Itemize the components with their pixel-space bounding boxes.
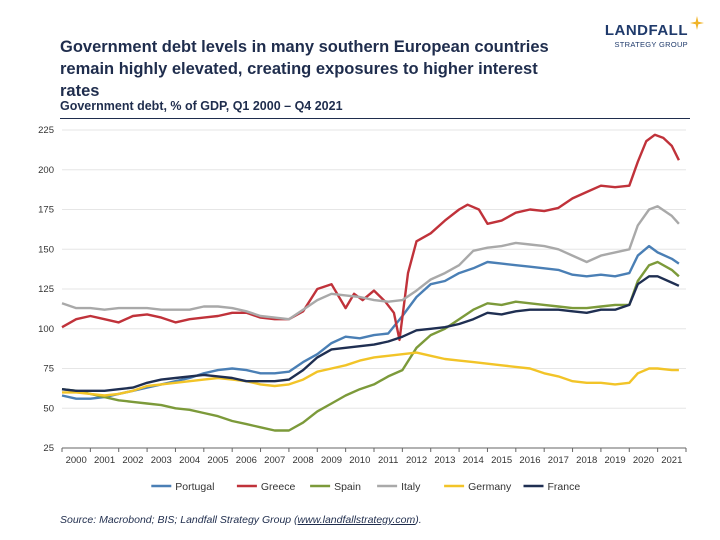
x-tick-label: 2012 bbox=[406, 455, 427, 466]
series-line-france bbox=[61, 275, 680, 392]
x-tick-label: 2020 bbox=[633, 455, 654, 466]
y-tick-label: 100 bbox=[38, 324, 54, 335]
x-tick-label: 2017 bbox=[548, 455, 569, 466]
series-line-portugal bbox=[61, 244, 680, 400]
legend-label-greece: Greece bbox=[261, 481, 296, 493]
y-tick-label: 50 bbox=[43, 403, 54, 414]
legend-label-italy: Italy bbox=[401, 481, 421, 493]
x-tick-label: 2008 bbox=[293, 455, 314, 466]
series-line-germany bbox=[62, 351, 679, 397]
x-tick-label: 2009 bbox=[321, 455, 342, 466]
x-tick-label: 2021 bbox=[661, 455, 682, 466]
y-tick-label: 225 bbox=[38, 125, 54, 136]
divider bbox=[60, 118, 690, 119]
x-tick-label: 2003 bbox=[151, 455, 172, 466]
series-line-greece bbox=[61, 133, 680, 342]
chart-subtitle: Government debt, % of GDP, Q1 2000 – Q4 … bbox=[60, 99, 343, 113]
chart-headline: Government debt levels in many southern … bbox=[60, 38, 549, 100]
x-tick-label: 2006 bbox=[236, 455, 257, 466]
x-tick-label: 2015 bbox=[491, 455, 512, 466]
y-tick-label: 125 bbox=[38, 284, 54, 295]
series-lines bbox=[61, 133, 680, 432]
legend: Portugal Greece Spain Italy Germany France bbox=[151, 481, 580, 493]
x-tick-label: 2010 bbox=[349, 455, 370, 466]
source-link[interactable]: www.landfallstrategy.com bbox=[297, 514, 416, 526]
y-tick-label: 150 bbox=[38, 244, 54, 255]
legend-label-spain: Spain bbox=[334, 481, 361, 493]
brand-logo: LANDFALL STRATEGY GROUP bbox=[604, 16, 704, 49]
grid bbox=[62, 129, 686, 449]
x-tick-label: 2019 bbox=[605, 455, 626, 466]
x-tick-label: 2016 bbox=[519, 455, 540, 466]
x-tick-label: 2014 bbox=[463, 455, 484, 466]
source-suffix: ). bbox=[415, 514, 422, 526]
x-tick-label: 2018 bbox=[576, 455, 597, 466]
axes: 25 50 75 100 125 150 175 200 225 2000 2001 2002 2003… bbox=[38, 125, 687, 466]
legend-label-germany: Germany bbox=[468, 481, 512, 493]
source-note: Source: Macrobond; BIS; Landfall Strateg… bbox=[60, 514, 422, 526]
x-tick-label: 2002 bbox=[122, 455, 143, 466]
y-tick-label: 200 bbox=[38, 165, 54, 176]
x-tick-label: 2007 bbox=[264, 455, 285, 466]
x-tick-label: 2005 bbox=[207, 455, 228, 466]
x-tick-label: 2004 bbox=[179, 455, 200, 466]
legend-label-france: France bbox=[548, 481, 581, 493]
source-prefix: Source: Macrobond; BIS; Landfall Strateg… bbox=[60, 514, 298, 526]
x-tick-label: 2000 bbox=[66, 455, 87, 466]
y-tick-label: 25 bbox=[43, 443, 54, 454]
x-tick-label: 2013 bbox=[434, 455, 455, 466]
x-tick-label: 2011 bbox=[378, 455, 398, 466]
star-icon bbox=[690, 16, 704, 30]
series-line-spain bbox=[61, 260, 680, 432]
legend-label-portugal: Portugal bbox=[175, 481, 214, 493]
brand-subtitle: STRATEGY GROUP bbox=[614, 40, 688, 49]
series-line-italy bbox=[61, 205, 680, 321]
line-chart: 25 50 75 100 125 150 175 200 225 2000 2001 2002 2003… bbox=[38, 125, 687, 493]
y-tick-label: 75 bbox=[43, 364, 54, 375]
brand-name: LANDFALL bbox=[604, 22, 688, 39]
y-tick-label: 175 bbox=[38, 205, 54, 216]
x-tick-label: 2001 bbox=[94, 455, 115, 466]
